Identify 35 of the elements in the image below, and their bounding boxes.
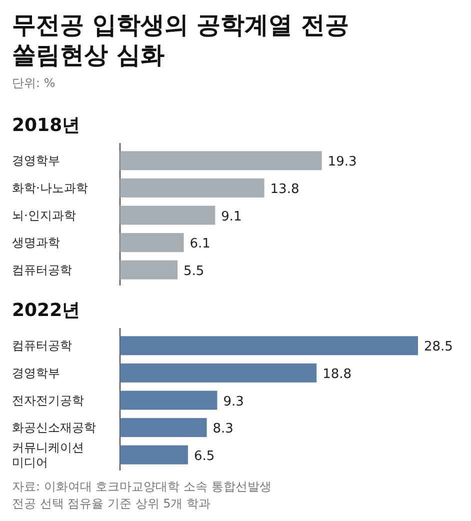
bar [120, 418, 207, 438]
bar [120, 336, 418, 356]
data-label: 9.3 [223, 394, 244, 410]
y-tick-label: 화학·나노과학 [12, 180, 88, 195]
y-tick-label: 컴퓨터공학 [12, 262, 72, 277]
bar [120, 390, 218, 410]
bar [120, 206, 216, 225]
y-tick-label: 경영학부 [12, 154, 60, 168]
text: 무전공 입학생의 공학계열 전공 쏠림현상 심화 [12, 11, 350, 69]
data-label: 28.5 [424, 340, 453, 355]
chart-title: 2022년 [12, 300, 80, 321]
data-label: 8.3 [212, 422, 234, 437]
y-tick-label: 화공신소재공학 [12, 420, 96, 435]
y-tick-label: 뇌·인지과학 [12, 208, 76, 222]
bar [120, 260, 178, 280]
data-label: 5.5 [184, 264, 204, 279]
text: 단위: % [12, 76, 56, 90]
data-label: 13.8 [270, 182, 300, 197]
data-label: 18.8 [322, 366, 352, 382]
y-tick-label: 전자전기공학 [12, 393, 84, 408]
bar [120, 233, 184, 252]
y-tick-label: 컴퓨터공학 [12, 338, 72, 353]
chart-title: 2018년 [12, 115, 80, 136]
data-label: 9.1 [221, 209, 242, 224]
data-label: 6.5 [194, 448, 215, 464]
bar [120, 363, 317, 382]
data-label: 6.1 [190, 236, 210, 252]
text: 자료: 이화여대 호크마교양대학 소속 통합선발생 전공 선택 점유율 기준 상위 5개 학과 [12, 480, 272, 510]
data-label: 19.3 [328, 154, 357, 170]
y-tick-label: 커뮤니케이션 미디어 [12, 440, 84, 470]
y-tick-label: 생명과학 [12, 236, 60, 250]
bar [120, 178, 264, 198]
y-tick-label: 경영학부 [12, 366, 60, 380]
bar [120, 445, 188, 464]
bar [120, 151, 322, 170]
